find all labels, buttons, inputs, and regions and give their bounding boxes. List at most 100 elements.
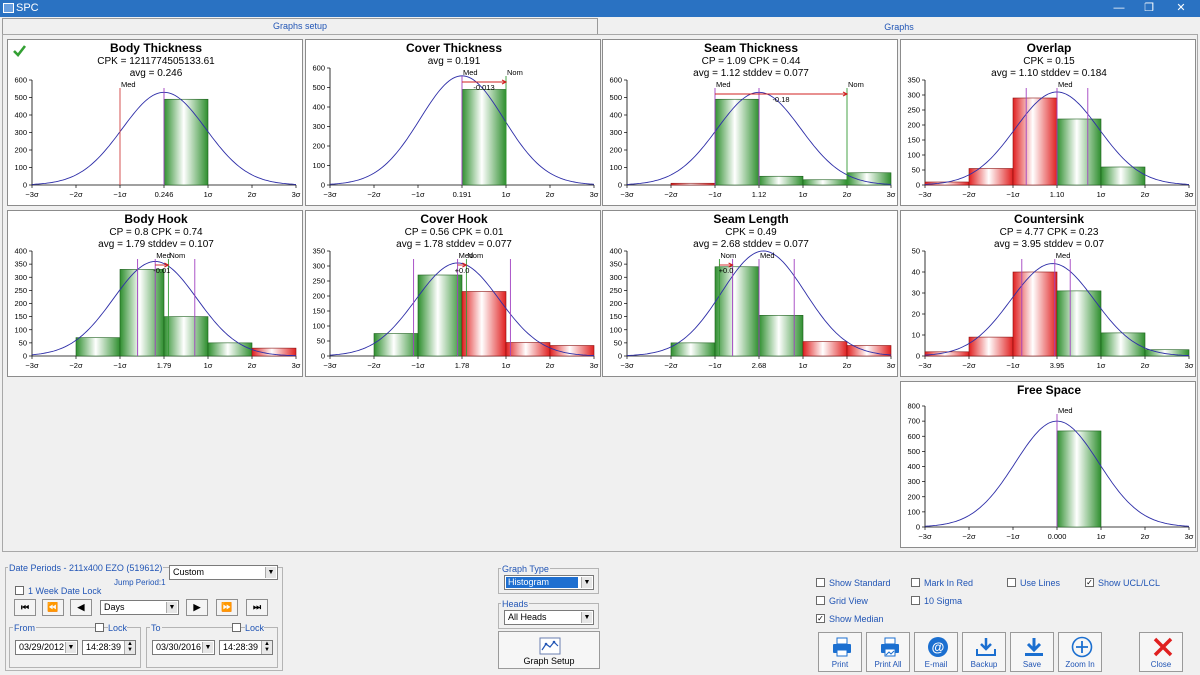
backup-button[interactable]: Backup <box>962 632 1006 672</box>
email-button[interactable]: @ E-mail <box>914 632 958 672</box>
x-tick-label: −1σ <box>708 190 722 199</box>
y-tick-label: 300 <box>14 128 27 137</box>
histogram-bar <box>758 315 804 357</box>
y-tick-label: 250 <box>907 106 920 115</box>
zoom-in-button[interactable]: Zoom In <box>1058 632 1102 672</box>
graph-stat-line: avg = 0.246 <box>130 68 183 79</box>
from-date-picker[interactable]: 03/29/2012 ▼ <box>15 640 78 655</box>
x-tick-label: 3.95 <box>1050 361 1065 370</box>
y-tick-label: 100 <box>907 151 920 160</box>
histogram-bar <box>802 341 848 357</box>
close-button[interactable]: Close <box>1139 632 1183 672</box>
graph-panel-cover-thickness[interactable]: Cover Thickness avg = 0.191 0 100 200 300 400 5… <box>305 39 601 206</box>
first-period-button[interactable]: ⏮ <box>14 599 36 616</box>
histogram-bar <box>714 98 760 186</box>
histogram-chart: Free Space 0 100 200 300 400 500 600 700 800 −3σ −2… <box>907 383 1194 541</box>
y-tick-label: 800 <box>907 402 920 411</box>
spinner-icon[interactable]: ▲ ▼ <box>261 641 272 654</box>
x-tick-label: −3σ <box>918 532 932 541</box>
marker-label: Nom <box>848 80 864 89</box>
restore-icon[interactable]: ❐ <box>1144 2 1154 14</box>
deviation-label: +0.0 <box>455 266 470 275</box>
to-date-picker[interactable]: 03/30/2016 ▼ <box>152 640 215 655</box>
graph-panel-cover-hook[interactable]: Cover Hook CP = 0.56 CPK = 0.01 avg = 1.78… <box>305 210 601 377</box>
graph-panel-countersink[interactable]: Countersink CP = 4.77 CPK = 0.23 avg = 3.9… <box>900 210 1196 377</box>
period-preset-combo[interactable]: Custom ▼ <box>169 565 278 580</box>
y-tick-label: 250 <box>609 286 622 295</box>
save-icon <box>1025 638 1043 656</box>
tab-graphs[interactable]: Graphs <box>884 22 914 32</box>
deviation-label: +0.0 <box>719 266 734 275</box>
normal-curve <box>31 261 297 357</box>
x-tick-label: −2σ <box>69 190 83 199</box>
x-tick-label: −3σ <box>918 190 932 199</box>
marker-label: Nom <box>467 251 483 260</box>
tab-graphs-setup[interactable]: Graphs setup <box>2 18 598 34</box>
last-period-button[interactable]: ⏭ <box>246 599 268 616</box>
minimize-icon[interactable]: — <box>1113 2 1125 14</box>
graph-panel-free-space[interactable]: Free Space 0 100 200 300 400 500 600 700 800 −3σ −2… <box>900 381 1196 548</box>
x-tick-label: 1σ <box>502 190 511 199</box>
y-tick-label: 400 <box>14 111 27 120</box>
from-lock-checkbox[interactable] <box>95 623 104 632</box>
x-tick-label: 3σ <box>1185 361 1194 370</box>
show-median-checkbox[interactable]: ✓ <box>816 614 825 623</box>
histogram-bar <box>119 269 165 357</box>
next-fast-button[interactable]: ⏩ <box>216 599 238 616</box>
marker-label: Nom <box>169 251 185 260</box>
next-period-button[interactable]: ▶ <box>186 599 208 616</box>
mark-in-red-checkbox[interactable] <box>911 578 920 587</box>
graph-title: Body Thickness <box>110 41 202 55</box>
y-tick-label: 0 <box>916 181 920 190</box>
print-button[interactable]: Print <box>818 632 862 672</box>
mark-in-red-label: Mark In Red <box>924 578 974 588</box>
print-all-button[interactable]: Print All <box>866 632 910 672</box>
x-tick-label: 2σ <box>1141 532 1150 541</box>
x-tick-label: 1σ <box>204 361 213 370</box>
ten-sigma-checkbox[interactable] <box>911 596 920 605</box>
save-label: Save <box>1022 660 1042 669</box>
arrow-head-icon <box>728 262 734 268</box>
use-lines-checkbox[interactable] <box>1007 578 1016 587</box>
marker-label: Med <box>463 68 478 77</box>
from-time-picker[interactable]: 14:28:39 ▲ ▼ <box>82 640 136 655</box>
graph-panel-body-hook[interactable]: Body Hook CP = 0.8 CPK = 0.74 avg = 1.79 s… <box>7 210 303 377</box>
show-ucl-lcl-checkbox[interactable]: ✓ <box>1085 578 1094 587</box>
printer-icon <box>833 637 851 657</box>
grid-view-checkbox[interactable] <box>816 596 825 605</box>
graph-type-label: Graph Type <box>501 564 550 574</box>
week-lock-label: 1 Week Date Lock <box>28 586 102 596</box>
normal-curve <box>626 250 892 356</box>
x-tick-label: 3σ <box>292 190 301 199</box>
close-window-icon[interactable]: ✕ <box>1176 2 1186 14</box>
y-tick-label: 100 <box>312 322 325 331</box>
save-button[interactable]: Save <box>1010 632 1054 672</box>
prev-fast-button[interactable]: ⏪ <box>42 599 64 616</box>
x-tick-label: 2σ <box>1141 361 1150 370</box>
to-lock-checkbox[interactable] <box>232 623 241 632</box>
graph-panel-seam-thickness[interactable]: Seam Thickness CP = 1.09 CPK = 0.44 avg = … <box>602 39 898 206</box>
graph-type-combo[interactable]: Histogram ▼ <box>504 575 594 590</box>
chevron-down-icon: ▼ <box>265 567 276 578</box>
graph-panel-body-thickness[interactable]: Body Thickness CPK = 1211774505133.61 avg … <box>7 39 303 206</box>
week-lock-checkbox[interactable] <box>15 586 24 595</box>
heads-combo[interactable]: All Heads ▼ <box>504 610 594 625</box>
spinner-icon[interactable]: ▲ ▼ <box>124 641 135 654</box>
x-tick-label: −3σ <box>918 361 932 370</box>
prev-period-button[interactable]: ◀ <box>70 599 92 616</box>
to-time-picker[interactable]: 14:28:39 ▲ ▼ <box>219 640 273 655</box>
x-tick-label: 1σ <box>1097 532 1106 541</box>
graph-setup-button[interactable]: Graph Setup <box>498 631 600 669</box>
x-tick-label: 3σ <box>1185 532 1194 541</box>
y-tick-label: 200 <box>14 299 27 308</box>
y-tick-label: 400 <box>609 247 622 256</box>
deviation-label: -0.01 <box>153 266 170 275</box>
graph-panel-seam-length[interactable]: Seam Length CPK = 0.49 avg = 2.68 stddev =… <box>602 210 898 377</box>
period-unit-combo[interactable]: Days ▼ <box>100 600 179 615</box>
y-tick-label: 0 <box>321 181 325 190</box>
show-standard-checkbox[interactable] <box>816 578 825 587</box>
y-tick-label: 300 <box>609 128 622 137</box>
graph-panel-overlap[interactable]: Overlap CPK = 0.15 avg = 1.10 stddev = 0.1… <box>900 39 1196 206</box>
ten-sigma-label: 10 Sigma <box>924 596 963 606</box>
